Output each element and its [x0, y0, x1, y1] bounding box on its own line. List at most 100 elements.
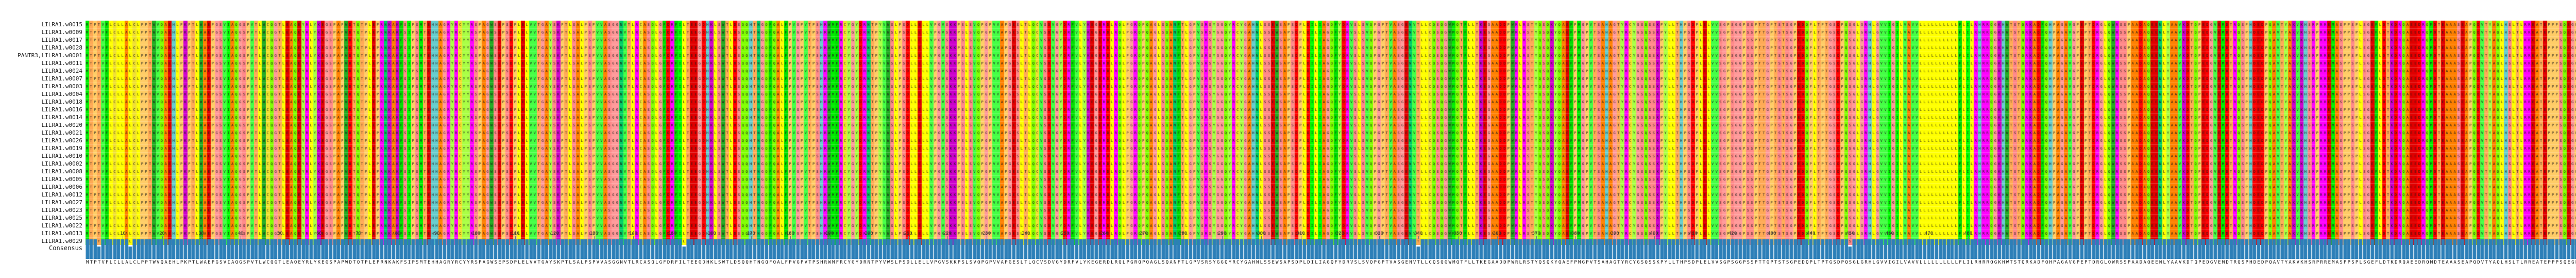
- consensus-residue: L: [1028, 260, 1031, 265]
- sequence-name[interactable]: LILRA1.w0015: [41, 21, 82, 28]
- consensus-residue: S: [945, 260, 949, 265]
- sequence-name[interactable]: LILRA1.w0005: [41, 176, 82, 183]
- sequence-name[interactable]: LILRA1.w0014: [41, 114, 82, 121]
- sequence-name[interactable]: LILRA1.w0021: [41, 129, 82, 136]
- consensus-residue: H: [2249, 260, 2252, 265]
- sequence-name[interactable]: LILRA1.w0023: [41, 207, 82, 214]
- consensus-residue: S: [329, 260, 332, 265]
- consensus-residue: P: [1743, 260, 1746, 265]
- sequence-name[interactable]: LILRA1.w0017: [41, 37, 82, 43]
- consensus-residue: Y: [451, 260, 454, 265]
- consensus-residue: G: [796, 260, 800, 265]
- consensus-residue: Q: [2563, 260, 2567, 265]
- alignment-grid[interactable]: [86, 21, 2576, 245]
- consensus-residue: P: [1727, 260, 1730, 265]
- sequence-name[interactable]: LILRA1.w0003: [41, 83, 82, 90]
- consensus-residue: G: [985, 260, 988, 265]
- consensus-residue: T: [808, 260, 811, 265]
- consensus-residue: S: [1751, 260, 1754, 265]
- sequence-name[interactable]: LILRA1.w0019: [41, 145, 82, 152]
- consensus-residue: D: [667, 260, 670, 265]
- ruler-tick-label: 400: [1650, 231, 1658, 236]
- consensus-residue: P: [2469, 260, 2472, 265]
- consensus-residue: E: [2151, 260, 2155, 265]
- sequence-name[interactable]: LILRA1.w0027: [41, 199, 82, 206]
- consensus-residue: I: [408, 260, 411, 265]
- consensus-residue: D: [2206, 260, 2209, 265]
- sequence-name[interactable]: LILRA1.w0016: [41, 106, 82, 113]
- consensus-residue: G: [1613, 260, 1616, 265]
- consensus-residue: N: [2159, 260, 2162, 265]
- consensus-residue: S: [891, 260, 894, 265]
- consensus-residue: D: [1107, 260, 1110, 265]
- consensus-residue: L: [518, 260, 521, 265]
- consensus-residue: A: [1393, 260, 1397, 265]
- sequence-name[interactable]: LILRA1.w0025: [41, 215, 82, 221]
- consensus-residue: R: [635, 260, 639, 265]
- consensus-residue: Q: [1165, 260, 1169, 265]
- consensus-residue: V: [1413, 260, 1416, 265]
- consensus-residue: L: [1303, 260, 1306, 265]
- consensus-residue: M: [1452, 260, 1455, 265]
- ruler-tick-mark: [790, 236, 791, 239]
- sequence-name[interactable]: LILRA1.w0018: [41, 99, 82, 105]
- consensus-residue: S: [1527, 260, 1530, 265]
- consensus-residue: C: [113, 260, 116, 265]
- consensus-residue: L: [1931, 260, 1935, 265]
- consensus-residue: L: [176, 260, 179, 265]
- consensus-residue: A: [577, 260, 580, 265]
- ruler-tick-label: 80: [395, 231, 401, 236]
- sequence-name[interactable]: LILRA1.w0002: [41, 160, 82, 167]
- sequence-name[interactable]: PANTR3,LILRA1.w0001: [18, 52, 82, 59]
- consensus-residue: R: [2422, 260, 2425, 265]
- sequence-name[interactable]: LILRA1.w0007: [41, 75, 82, 82]
- sequence-name[interactable]: LILRA1.w0029: [41, 238, 82, 244]
- consensus-residue: G: [1994, 260, 1997, 265]
- consensus-residue: L: [1425, 260, 1428, 265]
- sequence-name[interactable]: LILRA1.w0013: [41, 230, 82, 237]
- sequence-name[interactable]: LILRA1.w0011: [41, 60, 82, 67]
- consensus-residue: P: [1821, 260, 1824, 265]
- consensus-residue: Q: [1370, 260, 1373, 265]
- sequence-name[interactable]: LILRA1.w0006: [41, 184, 82, 190]
- consensus-residue: Q: [2402, 260, 2405, 265]
- consensus-residue: A: [164, 260, 167, 265]
- consensus-residue: D: [1342, 260, 1346, 265]
- sequence-name[interactable]: LILRA1.w0028: [41, 44, 82, 51]
- sequence-name[interactable]: LILRA1.w0022: [41, 222, 82, 229]
- consensus-residue: L: [1707, 260, 1710, 265]
- consensus-residue: E: [428, 260, 431, 265]
- consensus-residue: G: [1008, 260, 1012, 265]
- consensus-residue: L: [581, 260, 584, 265]
- consensus-residue: D: [2139, 260, 2143, 265]
- consensus-residue: P: [1696, 260, 1699, 265]
- consensus-residue: Y: [2167, 260, 2170, 265]
- sequence-name[interactable]: LILRA1.w0012: [41, 191, 82, 198]
- consensus-residue: T: [537, 260, 540, 265]
- consensus-residue: P: [514, 260, 517, 265]
- consensus-residue: R: [1134, 260, 1138, 265]
- consensus-residue: A: [1150, 260, 1153, 265]
- consensus-residue: P: [1754, 260, 1758, 265]
- sequence-name[interactable]: LILRA1.w0008: [41, 168, 82, 175]
- consensus-residue: A: [1283, 260, 1286, 265]
- consensus-residue: S: [494, 260, 497, 265]
- sequence-name[interactable]: LILRA1.w0004: [41, 91, 82, 97]
- consensus-residue: D: [2383, 260, 2386, 265]
- consensus-residue: H: [749, 260, 753, 265]
- consensus-residue: R: [1986, 260, 1989, 265]
- consensus-residue: R: [1625, 260, 1628, 265]
- sequence-name[interactable]: LILRA1.w0026: [41, 137, 82, 144]
- sequence-name[interactable]: LILRA1.w0010: [41, 153, 82, 159]
- consensus-residue: L: [310, 260, 313, 265]
- consensus-residue: L: [1700, 260, 1703, 265]
- consensus-residue: Q: [1990, 260, 1993, 265]
- consensus-residue: V: [1197, 260, 1200, 265]
- consensus-residue: W: [345, 260, 348, 265]
- consensus-residue: Q: [1845, 260, 1848, 265]
- sequence-name[interactable]: LILRA1.w0024: [41, 68, 82, 74]
- sequence-name[interactable]: LILRA1.w0009: [41, 29, 82, 36]
- consensus-residue: M: [2430, 260, 2433, 265]
- consensus-residue: L: [922, 260, 925, 265]
- sequence-name[interactable]: LILRA1.w0020: [41, 122, 82, 128]
